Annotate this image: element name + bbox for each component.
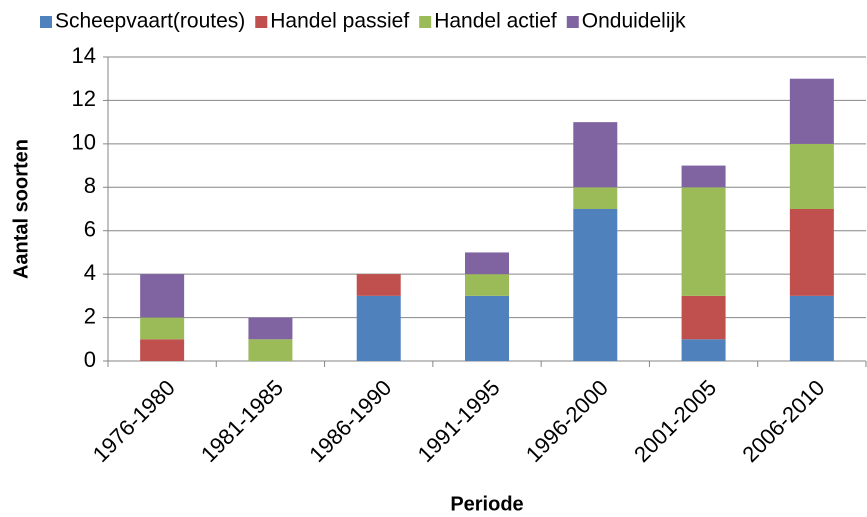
bar-segment — [140, 274, 185, 318]
x-tick-label: 2006-2010 — [737, 375, 829, 467]
legend-label: Handel passief — [270, 10, 409, 33]
y-axis-label: Aantal soorten — [10, 139, 32, 279]
y-tick-label: 2 — [84, 303, 96, 328]
y-tick-label: 6 — [84, 217, 96, 242]
x-tick-label: 1976-1980 — [88, 375, 180, 467]
legend-swatch — [566, 16, 579, 28]
bar-segment — [789, 209, 834, 296]
bar-segment — [681, 187, 726, 296]
y-tick-label: 4 — [84, 260, 96, 285]
bar-segment — [465, 252, 509, 275]
bar-segment — [789, 143, 834, 209]
legend-label: Scheepvaart(routes) — [55, 10, 245, 33]
bar-segment — [681, 165, 726, 188]
bar-segment — [789, 78, 834, 144]
bar-segment — [356, 295, 401, 361]
bar-segment — [356, 274, 401, 296]
bar-segment — [140, 339, 185, 361]
y-tick-label: 8 — [84, 173, 96, 198]
legend-swatch — [40, 16, 52, 28]
legend-swatch — [419, 16, 432, 28]
y-tick-label: 14 — [72, 43, 96, 68]
bar-segment — [789, 295, 834, 361]
y-tick-label: 10 — [72, 130, 96, 155]
x-tick-label: 1991-1995 — [413, 375, 505, 467]
legend-label: Handel actief — [434, 10, 557, 33]
bar-segment — [140, 317, 185, 340]
x-tick-label: 1981-1985 — [196, 375, 288, 467]
x-tick-label: 2001-2005 — [629, 375, 721, 467]
x-tick-label: 1996-2000 — [521, 375, 613, 467]
bar-segment — [681, 295, 726, 340]
y-tick-label: 0 — [84, 347, 96, 372]
y-tick-label: 12 — [72, 86, 96, 111]
bar-segment — [248, 339, 293, 361]
bar-segment — [465, 295, 509, 361]
bar-segment — [573, 122, 618, 188]
legend-swatch — [255, 16, 268, 28]
x-tick-label: 1986-1990 — [304, 375, 396, 467]
bar-segment — [465, 274, 509, 296]
x-axis-label: Periode — [450, 493, 523, 515]
legend-label: Onduidelijk — [582, 10, 686, 33]
bar-segment — [248, 317, 293, 340]
bar-segment — [681, 339, 726, 361]
bar-segment — [573, 209, 618, 361]
bar-segment — [573, 187, 618, 209]
